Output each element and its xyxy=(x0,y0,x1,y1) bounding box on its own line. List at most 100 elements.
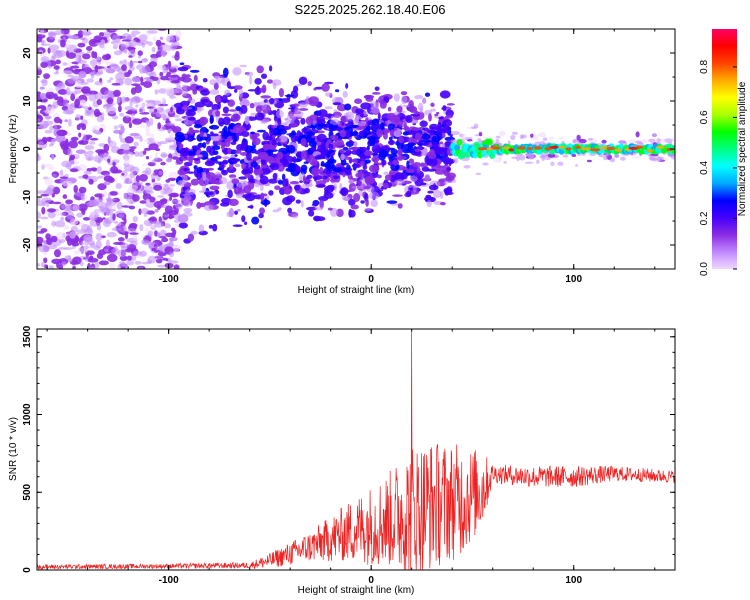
spectrogram-blob xyxy=(351,185,363,189)
spectrogram-blob xyxy=(263,156,274,159)
spectrogram-blob xyxy=(93,129,102,135)
spectrogram-blob xyxy=(127,61,135,68)
spectrogram-blob xyxy=(175,108,185,115)
spectrogram-blob xyxy=(150,133,155,139)
spectrogram-blob xyxy=(120,266,126,269)
spectrogram-blob xyxy=(190,178,200,186)
spectrogram-blob xyxy=(269,135,273,142)
spectrogram-blob xyxy=(82,106,90,109)
spectrogram-blob xyxy=(116,201,123,210)
spectrogram-blob xyxy=(175,30,182,38)
spectrogram-blob xyxy=(126,260,135,266)
spectrogram-blob xyxy=(168,239,174,248)
spectrogram-blob xyxy=(392,159,400,166)
spectrogram-blob xyxy=(172,156,178,160)
snr-x-label: Height of straight line (km) xyxy=(298,585,415,596)
spectrogram-blob xyxy=(271,79,282,86)
snr-y-tick-label: 1000 xyxy=(22,403,33,426)
spectrogram-blob xyxy=(138,34,148,42)
spectrogram-blob xyxy=(43,257,48,264)
spectrogram-blob xyxy=(187,97,191,102)
spectrogram-blob xyxy=(439,147,447,156)
spectrogram-blob xyxy=(259,175,269,185)
spectrogram-blob xyxy=(252,137,261,146)
spectrogram-blob xyxy=(360,160,365,166)
spectrogram-blob xyxy=(349,124,359,128)
spectrogram-blob xyxy=(236,208,241,212)
spectrogram-blob xyxy=(327,207,333,211)
spectrogram-blob xyxy=(160,198,168,205)
spectrogram-blob xyxy=(75,80,82,89)
spectrogram-blob xyxy=(305,131,315,137)
spectrogram-blob xyxy=(305,116,314,126)
spectrogram-blob xyxy=(111,227,121,232)
spectrogram-blob xyxy=(62,62,68,66)
spectrogram-blob xyxy=(371,92,381,95)
spectrogram-blob xyxy=(303,161,309,164)
spectrogram-blob xyxy=(115,183,123,189)
spectrogram-blob xyxy=(557,161,564,166)
spectrogram-blob xyxy=(63,98,69,107)
spectrogram-blob xyxy=(169,184,175,187)
spectrogram-blob xyxy=(348,141,355,144)
spectrogram-blob xyxy=(53,249,62,258)
spectrogram-blob xyxy=(411,127,421,131)
spectrogram-blob xyxy=(437,121,442,131)
spectrogram-blob xyxy=(308,140,317,147)
spectrogram-blob xyxy=(250,161,258,168)
spectrogram-blob xyxy=(439,90,451,99)
spectrogram-blob xyxy=(199,136,208,141)
spectrogram-blob xyxy=(120,96,128,103)
spectrogram-blob xyxy=(204,160,215,167)
spectrogram-blob xyxy=(603,155,608,161)
spectrogram-blob xyxy=(141,239,149,245)
spectrogram-blob xyxy=(234,210,239,215)
spectrogram-blob xyxy=(112,161,116,167)
spectrogram-y-label: Frequency (Hz) xyxy=(8,115,19,184)
spectrogram-blob xyxy=(94,80,103,86)
spectrogram-blob xyxy=(387,106,392,112)
spectrogram-blob xyxy=(81,64,88,69)
spectrogram-blob xyxy=(37,262,41,267)
spectrogram-blob xyxy=(244,221,248,226)
spectrogram-blob xyxy=(376,128,384,138)
spectrogram-blob xyxy=(177,169,187,176)
spectrogram-blob xyxy=(139,76,144,83)
spectrogram-blob xyxy=(431,135,441,143)
spectrogram-blob xyxy=(177,66,189,72)
spectrogram-blob xyxy=(232,224,243,227)
spectrogram-blob xyxy=(99,41,105,49)
spectrogram-blob xyxy=(402,104,410,108)
spectrogram-blob xyxy=(350,149,361,155)
spectrogram-blob xyxy=(261,168,271,175)
spectrogram-blob xyxy=(656,138,662,143)
spectrogram-blob xyxy=(120,243,130,249)
spectrogram-blob xyxy=(388,136,393,141)
spectrogram-blob xyxy=(72,266,76,269)
spectrogram-blob xyxy=(363,150,374,156)
spectrogram-blob xyxy=(50,235,58,243)
spectrogram-blob xyxy=(141,261,152,265)
spectrogram-blob xyxy=(56,129,67,137)
spectrogram-blob xyxy=(174,118,183,122)
spectrogram-blob xyxy=(194,101,206,108)
spectrogram-blob xyxy=(53,65,60,70)
spectrogram-peak xyxy=(606,146,616,150)
spectrogram-blob xyxy=(103,181,111,186)
spectrogram-blob xyxy=(67,74,74,78)
spectrogram-blob xyxy=(190,230,198,235)
spectrogram-blob xyxy=(286,144,296,154)
spectrogram-blob xyxy=(219,177,228,185)
colorbar-tick-label: 0.8 xyxy=(699,60,710,74)
spectrogram-blob xyxy=(69,168,79,173)
spectrogram-blob xyxy=(260,192,265,202)
spectrogram-blob xyxy=(172,126,182,134)
spectrogram-peak xyxy=(635,145,644,149)
spectrogram-blob xyxy=(345,131,351,139)
spectrogram-blob xyxy=(37,196,41,202)
spectrogram-blob xyxy=(200,98,210,103)
spectrogram-blob xyxy=(103,152,109,161)
spectrogram-blob xyxy=(113,89,121,97)
spectrogram-blob xyxy=(89,137,99,141)
spectrogram-blob xyxy=(542,137,548,142)
